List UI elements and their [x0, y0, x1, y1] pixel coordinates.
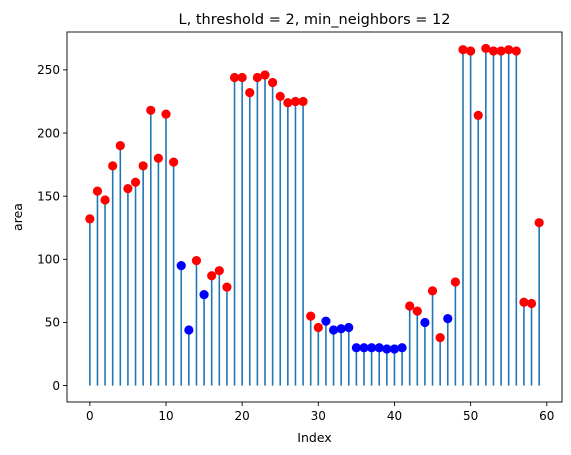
y-axis-ticks: 0 50 100 150 200 250	[37, 63, 67, 393]
x-axis-ticks: 0 10 20 30 40 50 60	[86, 402, 554, 423]
stem-marker	[199, 290, 209, 300]
stem-marker	[100, 195, 110, 205]
stem-marker	[146, 105, 156, 115]
stem-marker	[290, 96, 301, 107]
stem-marker	[336, 324, 346, 334]
chart-title: L, threshold = 2, min_neighbors = 12	[179, 12, 451, 28]
stem-marker	[123, 183, 133, 194]
stem-marker	[405, 301, 415, 311]
x-tick-label: 60	[539, 409, 554, 423]
stem-marker	[268, 77, 278, 88]
stem-marker	[526, 298, 537, 309]
stem-lines	[89, 48, 540, 386]
y-tick-label: 50	[45, 316, 60, 330]
stem-marker	[534, 218, 544, 228]
stem-marker	[427, 286, 438, 296]
stem-marker	[237, 72, 247, 83]
stem-marker	[283, 98, 293, 108]
stem-marker	[397, 343, 407, 353]
stem-marker	[313, 322, 323, 333]
x-tick-label: 20	[235, 409, 250, 423]
stem-marker	[443, 314, 453, 324]
stem-marker	[169, 157, 179, 167]
stem-marker	[359, 343, 369, 353]
stem-marker	[504, 45, 514, 55]
stem-marker	[275, 91, 285, 102]
stem-marker	[176, 261, 186, 271]
x-tick-label: 10	[158, 409, 173, 423]
y-tick-label: 100	[37, 253, 60, 267]
plot-frame	[66, 31, 563, 403]
y-axis-label: area	[10, 203, 25, 231]
stem-marker	[328, 325, 339, 335]
stem-marker	[191, 255, 202, 266]
x-axis-label: Index	[297, 430, 331, 445]
stem-markers	[85, 43, 544, 354]
stem-marker	[511, 46, 521, 56]
stem-marker	[321, 316, 331, 326]
stem-marker	[108, 161, 118, 171]
stem-marker	[298, 96, 308, 107]
stem-marker	[184, 325, 194, 335]
stem-marker	[252, 72, 262, 83]
stem-marker	[496, 46, 506, 56]
stem-marker	[245, 88, 255, 98]
stem-marker	[153, 153, 163, 163]
stem-marker	[412, 306, 422, 316]
stem-marker	[115, 141, 125, 151]
stem-marker	[92, 186, 103, 196]
stem-marker	[389, 344, 400, 354]
stem-marker	[351, 343, 361, 353]
y-tick-label: 0	[52, 379, 60, 393]
stem-marker	[450, 277, 460, 287]
y-tick-label: 200	[37, 126, 60, 140]
stem-marker	[207, 271, 217, 281]
stem-marker	[481, 43, 491, 54]
stem-marker	[473, 110, 483, 120]
stem-marker	[374, 343, 384, 353]
stem-marker	[130, 177, 141, 187]
stem-marker	[306, 311, 316, 321]
stem-marker	[260, 70, 270, 80]
stem-marker	[367, 343, 377, 353]
x-tick-label: 40	[387, 409, 402, 423]
stem-marker	[85, 214, 95, 224]
stem-marker	[466, 46, 476, 56]
stem-marker	[420, 317, 430, 328]
x-tick-label: 0	[86, 409, 94, 423]
stem-marker	[488, 46, 499, 56]
stem-marker	[214, 266, 224, 276]
stem-marker	[519, 297, 529, 307]
x-tick-label: 50	[463, 409, 478, 423]
stem-marker	[138, 161, 148, 171]
y-tick-label: 250	[37, 63, 60, 77]
stem-marker	[382, 344, 392, 354]
stem-marker	[161, 109, 171, 119]
y-tick-label: 150	[37, 189, 60, 203]
stem-marker	[458, 45, 468, 55]
stem-marker	[435, 332, 445, 343]
stem-marker	[222, 282, 232, 292]
x-tick-label: 30	[311, 409, 326, 423]
stem-marker	[229, 72, 240, 83]
stem-marker	[344, 322, 354, 333]
